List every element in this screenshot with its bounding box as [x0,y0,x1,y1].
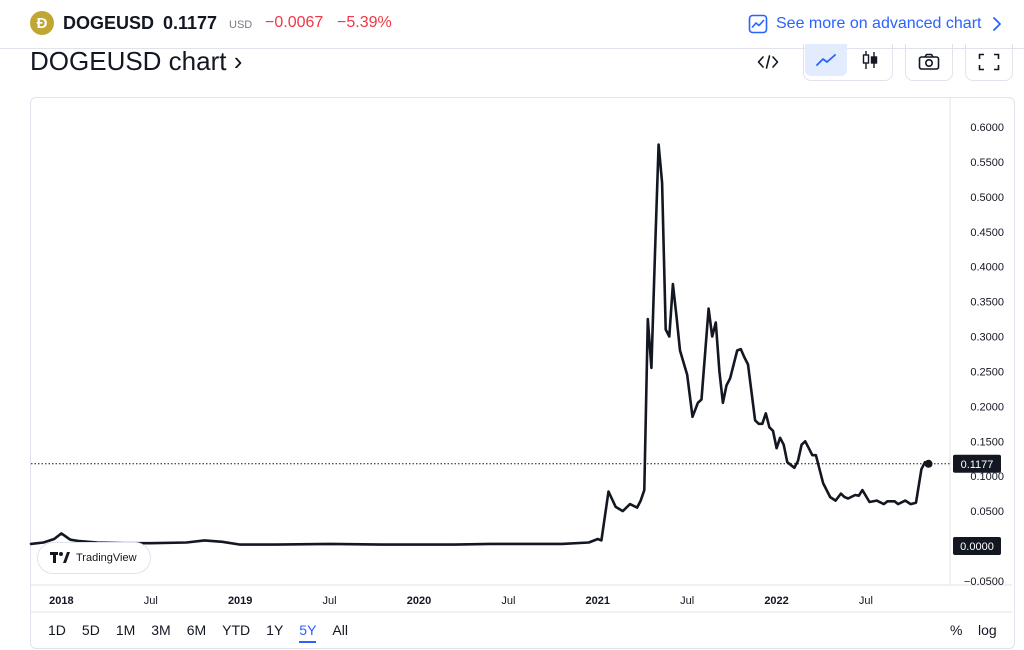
y-tick-label: 0.6000 [970,122,1004,134]
y-tick-label: 0.3500 [970,297,1004,309]
candlestick-icon [862,51,878,69]
zero-price-badge [953,537,1001,555]
chart-panel [30,97,1015,649]
last-price: 0.1177 [163,13,218,33]
chart-icon [748,14,768,34]
log-scale-toggle[interactable]: log [978,622,997,638]
x-tick-label: 2020 [407,595,431,607]
y-tick-label: 0.2500 [970,366,1004,378]
line-chart-button[interactable] [805,44,847,76]
range-ytd-button[interactable]: YTD [222,622,251,638]
x-tick-label: Jul [680,595,694,607]
y-tick-label: 0.0500 [970,506,1004,518]
y-tick-label: 0.4000 [970,262,1004,274]
x-tick-label: Jul [859,595,873,607]
advanced-chart-label: See more on advanced chart [776,15,982,32]
range-5d-button[interactable]: 5D [81,622,100,638]
dogecoin-logo-icon: Ð [30,11,54,35]
last-price-badge [953,454,1001,473]
range-1y-button[interactable]: 1Y [266,622,284,638]
zero-price-badge-label: 0.0000 [960,541,994,553]
y-tick-label: 0.1000 [970,471,1004,483]
y-tick-label: 0.3000 [970,332,1004,344]
y-tick-label: 0.1500 [970,436,1004,448]
x-tick-label: Jul [501,595,515,607]
y-tick-label: −0.0500 [964,576,1004,588]
x-tick-label: 2018 [49,595,73,607]
snapshot-button[interactable] [905,44,953,81]
percent-scale-toggle[interactable]: % [950,622,963,638]
code-icon [757,55,779,69]
currency-label: USD [229,19,253,31]
advanced-chart-link[interactable]: See more on advanced chart [748,12,1003,36]
y-tick-label: 0.5500 [970,157,1004,169]
fullscreen-button[interactable] [965,44,1013,81]
tradingview-watermark[interactable]: TradingView [38,543,150,573]
x-tick-label: Jul [323,595,337,607]
chart-type-toggle [803,44,893,81]
y-tick-label: 0.5000 [970,192,1004,204]
fullscreen-icon [978,53,1000,71]
x-tick-label: 2019 [228,595,252,607]
range-5y-button[interactable]: 5Y [299,622,317,643]
embed-code-button[interactable] [752,44,784,80]
price-change-percent: −5.39% [337,14,392,31]
y-tick-label: 0.2000 [970,401,1004,413]
line-chart-icon [816,54,836,66]
tradingview-logo-icon [50,552,70,563]
last-price-badge-label: 0.1177 [961,459,994,471]
range-1d-button[interactable]: 1D [48,622,66,638]
symbol-name: DOGEUSD [63,13,155,33]
x-tick-label: Jul [144,595,158,607]
camera-icon [918,53,940,70]
tradingview-label: TradingView [76,552,137,564]
range-all-button[interactable]: All [332,622,348,638]
chart-title-link[interactable]: DOGEUSD chart › [30,46,243,76]
y-tick-label: 0.4500 [970,227,1004,239]
x-tick-label: 2022 [764,595,788,607]
ticker-header: Ð DOGEUSD 0.1177 USD −0.0067 −5.39% See … [0,0,1024,49]
range-1m-button[interactable]: 1M [115,622,136,638]
price-change: −0.0067 [265,14,324,31]
range-3m-button[interactable]: 3M [151,622,171,638]
chevron-right-icon [993,17,1002,31]
range-6m-button[interactable]: 6M [186,622,207,638]
candlestick-chart-button[interactable] [848,44,892,76]
price-series-line [29,143,930,546]
x-tick-label: 2021 [586,595,610,607]
range-selector: 1D 5D 1M 3M 6M YTD 1Y 5Y All [48,622,364,643]
last-point-marker [924,459,933,468]
